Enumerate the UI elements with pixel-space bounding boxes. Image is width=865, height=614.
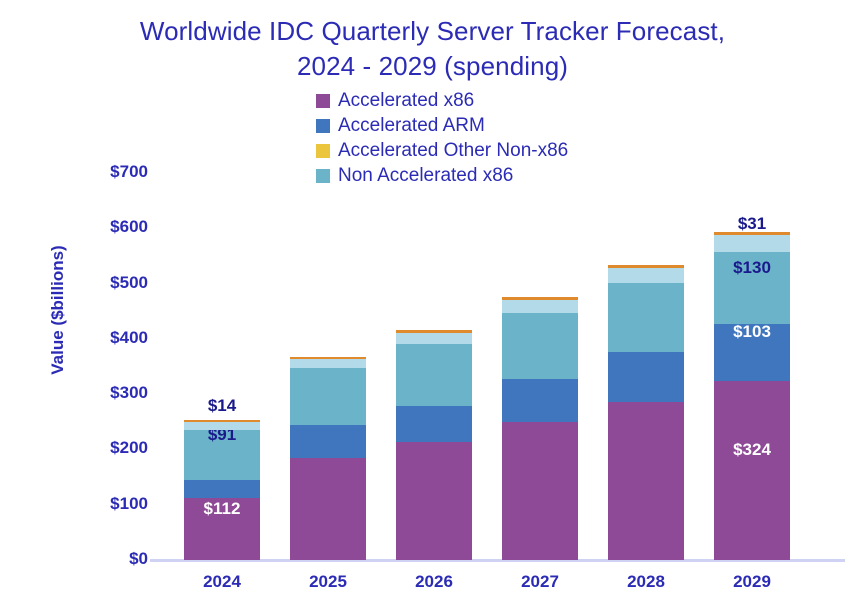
bar-segment[interactable]: [396, 442, 472, 560]
y-axis-title: Value ($billions): [48, 245, 67, 375]
bar-segment[interactable]: [396, 344, 472, 407]
chart-title-line-2: 2024 - 2029 (spending): [296, 51, 569, 82]
bar-group[interactable]: $324 $103 $130 $31: [714, 172, 790, 560]
legend-item-label: Accelerated x86: [338, 90, 475, 111]
bar-segment[interactable]: [502, 421, 578, 560]
legend-item-label: Accelerated ARM: [338, 115, 485, 136]
bar-segment[interactable]: [608, 401, 684, 560]
bar-segment[interactable]: [290, 458, 366, 560]
chart-legend: Accelerated x86 Accelerated ARM Accelerate…: [316, 90, 568, 187]
x-axis-baseline: [150, 559, 845, 562]
y-axis-tick-label: $400: [110, 327, 148, 347]
bar-segment[interactable]: [714, 252, 790, 324]
bar-segment[interactable]: [184, 430, 260, 481]
legend-swatch-icon: [316, 144, 330, 158]
bar-segment[interactable]: [396, 332, 472, 345]
bar-segment[interactable]: [396, 406, 472, 443]
bar-segment[interactable]: [290, 368, 366, 426]
bar-group[interactable]: [608, 172, 684, 560]
bar-segment[interactable]: [714, 232, 790, 235]
bar-segment[interactable]: [502, 312, 578, 379]
y-axis-tick-label: $600: [110, 217, 148, 237]
bar-segment[interactable]: [396, 330, 472, 333]
x-axis-tick-label: 2025: [309, 572, 347, 591]
legend-item[interactable]: Accelerated Other Non-x86: [316, 140, 568, 162]
chart-title-line-1: Worldwide IDC Quarterly Server Tracker F…: [139, 16, 726, 46]
y-axis-tick-label: $100: [110, 493, 148, 513]
bar-segment[interactable]: [290, 359, 366, 369]
bar-segment[interactable]: [714, 380, 790, 560]
bar-segment[interactable]: [290, 425, 366, 459]
legend-item[interactable]: Accelerated ARM: [316, 115, 568, 137]
bar-segment[interactable]: [714, 234, 790, 253]
bar-segment[interactable]: [608, 352, 684, 402]
bar-group[interactable]: [290, 172, 366, 560]
bar-segment-value-label: $31: [737, 213, 767, 233]
bar-segment[interactable]: [502, 378, 578, 422]
legend-swatch-icon: [316, 94, 330, 108]
bar-group[interactable]: [502, 172, 578, 560]
legend-swatch-icon: [316, 169, 330, 183]
x-axis-tick-label: 2027: [521, 572, 559, 591]
y-axis-tick-label: $0: [129, 549, 148, 568]
bar-segment[interactable]: [608, 265, 684, 269]
bar-segment[interactable]: [184, 498, 260, 560]
bar-group[interactable]: [396, 172, 472, 560]
chart-title: Worldwide IDC Quarterly Server Tracker F…: [0, 14, 865, 84]
x-axis-tick-label: 2028: [627, 572, 665, 591]
bar-group[interactable]: $112$32$91$14: [184, 172, 260, 560]
bar-segment[interactable]: [608, 268, 684, 284]
bar-segment[interactable]: [184, 419, 260, 423]
bar-segment[interactable]: [502, 300, 578, 313]
bar-segment-value-label: $14: [207, 396, 237, 416]
legend-item[interactable]: Accelerated x86: [316, 90, 568, 112]
legend-item-label: Accelerated Other Non-x86: [338, 140, 569, 161]
bar-segment[interactable]: [184, 480, 260, 499]
y-axis-tick-label: $700: [110, 162, 148, 181]
y-axis-tick-label: $500: [110, 272, 148, 292]
y-axis-tick-labels: $0 $100 $200 $300 $400 $500 $600 $700: [70, 0, 148, 614]
x-axis-tick-label: 2026: [415, 572, 453, 591]
plot-area: $112$32$91$14 $324$103$130$31: [155, 172, 840, 560]
legend-swatch-icon: [316, 119, 330, 133]
bar-segment[interactable]: [184, 422, 260, 431]
bar-segment[interactable]: [502, 297, 578, 301]
bar-segment[interactable]: [714, 323, 790, 381]
x-axis-tick-label: 2029: [733, 572, 771, 591]
x-axis-tick-label: 2024: [203, 572, 241, 591]
bar-segment[interactable]: [608, 283, 684, 353]
y-axis-tick-label: $200: [110, 438, 148, 458]
bar-segment[interactable]: [290, 356, 366, 360]
legend-item[interactable]: Non Accelerated x86: [316, 165, 568, 187]
y-axis-tick-label: $300: [110, 383, 148, 403]
legend-item-label: Non Accelerated x86: [338, 165, 514, 186]
